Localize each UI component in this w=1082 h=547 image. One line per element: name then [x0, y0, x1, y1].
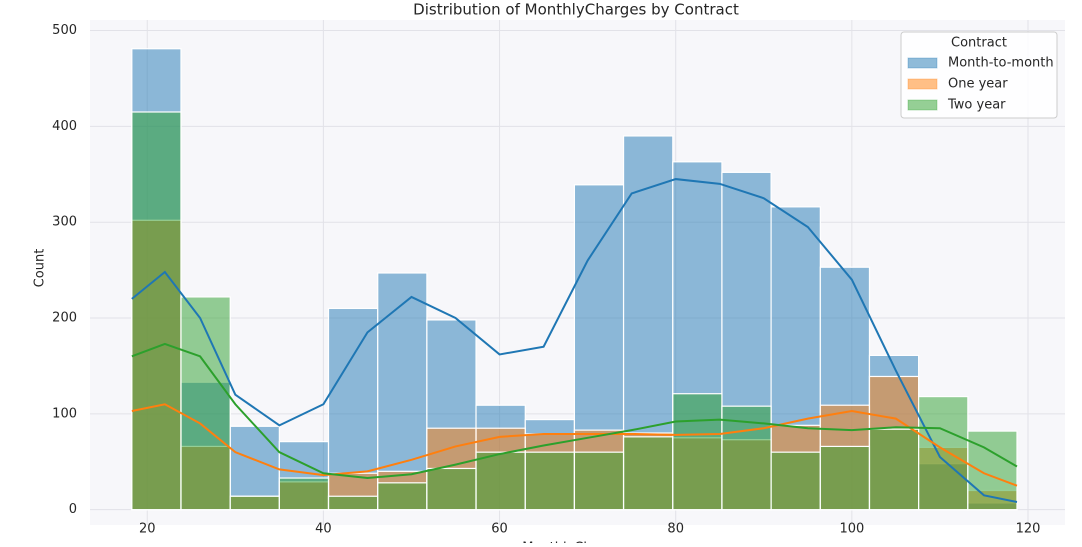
- y-tick-label: 400: [52, 119, 77, 134]
- x-tick-label: 120: [1016, 522, 1041, 537]
- y-tick-label: 200: [52, 311, 77, 326]
- kde-line: [131, 403, 1018, 487]
- legend-box: [900, 31, 1058, 119]
- legend-swatch: [907, 57, 938, 69]
- y-tick-label: 0: [69, 502, 77, 517]
- bar: [672, 393, 723, 511]
- legend-swatch: [907, 99, 938, 111]
- bar: [524, 451, 576, 511]
- bar: [573, 451, 625, 511]
- chart-title: Distribution of MonthlyCharges by Contra…: [413, 1, 739, 19]
- legend-label: One year: [948, 77, 1008, 92]
- x-tick-label: 60: [491, 522, 508, 537]
- kde-line: [131, 178, 1018, 503]
- bar: [918, 395, 969, 511]
- legend-title: Contract: [951, 36, 1007, 51]
- bar: [622, 436, 674, 511]
- bar: [377, 272, 428, 511]
- bar: [819, 445, 871, 511]
- x-tick-label: 40: [315, 522, 332, 537]
- bar: [180, 296, 231, 511]
- bar: [770, 451, 821, 511]
- y-tick-label: 100: [52, 406, 77, 421]
- y-tick-label: 500: [52, 23, 77, 38]
- x-tick-label: 20: [139, 522, 156, 537]
- bar: [426, 467, 477, 511]
- legend-label: Two year: [947, 98, 1006, 113]
- bar: [475, 451, 526, 511]
- legend-label: Month-to-month: [948, 56, 1054, 71]
- x-tick-label: 80: [667, 522, 684, 537]
- x-tick-label: 100: [839, 522, 864, 537]
- bar: [131, 111, 182, 511]
- kde-line: [131, 342, 1018, 480]
- bar: [327, 495, 379, 511]
- bar: [377, 482, 428, 511]
- legend-swatch: [907, 78, 938, 90]
- y-tick-label: 300: [52, 215, 77, 230]
- bar: [868, 428, 920, 511]
- bar: [278, 477, 330, 511]
- bar: [229, 495, 280, 511]
- y-axis-label: Count: [33, 249, 48, 288]
